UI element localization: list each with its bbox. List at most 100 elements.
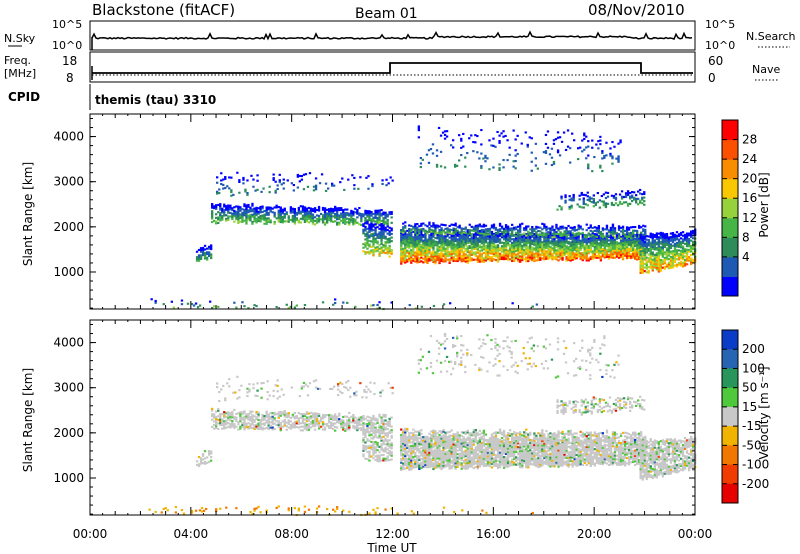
cell (235, 210, 238, 213)
cell (589, 243, 592, 246)
cell (279, 206, 282, 209)
cell (679, 262, 683, 265)
cell (521, 244, 524, 247)
cell (651, 235, 654, 238)
cell (478, 240, 482, 243)
cell (281, 221, 284, 224)
cell (197, 463, 201, 466)
cell (486, 241, 490, 244)
cell (328, 425, 331, 428)
cell (364, 430, 367, 433)
cell (634, 237, 637, 240)
cell (404, 453, 407, 456)
cell (372, 243, 375, 246)
cell (364, 434, 367, 437)
cell (619, 230, 623, 233)
cell (386, 219, 389, 222)
cell (623, 243, 627, 247)
cell (470, 225, 473, 228)
cell (410, 258, 413, 261)
cell (462, 250, 465, 253)
cell (323, 221, 327, 224)
cell (571, 228, 574, 231)
cell (587, 241, 590, 244)
cell (203, 248, 207, 251)
cell (636, 229, 639, 233)
cell (261, 413, 264, 417)
cell (448, 252, 451, 256)
cell (374, 417, 377, 420)
cell (657, 261, 661, 264)
cell (579, 225, 582, 228)
cell (372, 225, 375, 228)
cell (374, 422, 377, 426)
cell (454, 243, 457, 246)
cell (611, 155, 614, 158)
cell (490, 247, 494, 250)
cell (571, 249, 574, 252)
cell (553, 257, 556, 260)
cell (671, 244, 675, 247)
cell (683, 250, 687, 253)
cell (599, 259, 603, 262)
cell (297, 210, 301, 213)
cell (527, 245, 530, 248)
cell (311, 220, 315, 223)
cell (537, 248, 540, 251)
cell (422, 451, 425, 454)
cell (376, 218, 379, 221)
cell (374, 209, 377, 212)
cell (436, 450, 439, 453)
cell (484, 254, 488, 257)
cell (245, 209, 248, 212)
cell (460, 245, 463, 248)
cell (464, 226, 467, 229)
cell (301, 422, 305, 425)
cell (569, 232, 572, 235)
cell (400, 230, 403, 233)
cell (305, 418, 309, 421)
cell (390, 227, 393, 230)
cell (549, 253, 552, 256)
cell (404, 248, 407, 252)
cell (404, 440, 407, 443)
cell (673, 237, 677, 240)
cell (251, 417, 254, 421)
cell (228, 176, 231, 179)
cell (636, 249, 639, 252)
cell (334, 302, 337, 305)
cell (585, 252, 588, 255)
cell (217, 415, 220, 418)
cell (275, 306, 278, 309)
cell (638, 224, 641, 228)
cell (569, 230, 572, 233)
cell (515, 228, 518, 231)
cell (509, 247, 512, 250)
cell (456, 247, 459, 250)
cell (613, 249, 617, 252)
cell (224, 186, 227, 190)
cell (513, 254, 516, 257)
cell (388, 442, 391, 446)
cell (432, 468, 435, 471)
cell (410, 250, 413, 254)
cell (655, 252, 659, 255)
cell (307, 425, 311, 428)
cell (513, 247, 516, 250)
cell (567, 249, 570, 252)
cell (400, 440, 403, 443)
cell (470, 237, 473, 240)
cell (498, 249, 502, 252)
cell (484, 252, 488, 255)
cell (460, 256, 463, 259)
cell (380, 246, 383, 249)
cell (354, 422, 357, 425)
cell (610, 194, 614, 197)
cell (673, 233, 677, 236)
cell (615, 235, 619, 238)
cell (330, 421, 333, 424)
cell (364, 432, 367, 435)
cell (557, 250, 560, 253)
cell (665, 251, 669, 254)
cell (651, 255, 654, 258)
